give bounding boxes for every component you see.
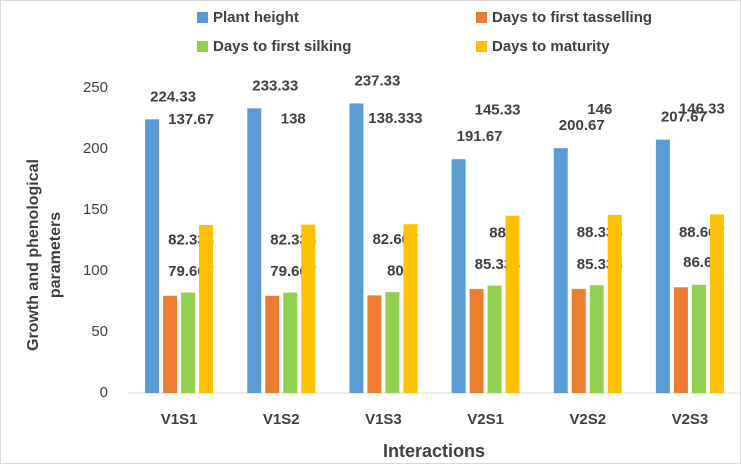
legend-label: Days to maturity (492, 38, 610, 55)
bar (385, 292, 400, 393)
y-axis-title: Growth and phenological (25, 159, 42, 351)
x-tick-label: V2S2 (569, 411, 606, 428)
bar (403, 224, 418, 393)
bar (487, 285, 502, 393)
y-tick-label: 150 (83, 201, 108, 218)
data-label: 138.333 (368, 110, 422, 127)
data-label: 137.67 (168, 111, 214, 128)
y-tick-label: 0 (100, 384, 108, 401)
bar (181, 292, 196, 393)
bar (265, 295, 280, 393)
x-tick-label: V1S3 (365, 411, 402, 428)
data-label: 146.33 (679, 100, 725, 117)
y-tick-label: 50 (91, 323, 108, 340)
legend-swatch (197, 12, 208, 23)
data-label: 224.33 (150, 88, 196, 105)
legend-swatch (476, 12, 487, 23)
bar (145, 119, 160, 394)
legend-label: Days to first tasselling (492, 9, 652, 26)
x-tick-label: V2S1 (467, 411, 504, 428)
data-label: 80 (387, 262, 404, 279)
bar (607, 214, 622, 393)
y-tick-label: 200 (83, 140, 108, 157)
bar (283, 292, 298, 393)
bar (301, 224, 316, 393)
legend-label: Plant height (213, 9, 299, 26)
bar (199, 225, 214, 393)
bar (673, 287, 688, 393)
bar (589, 285, 604, 393)
data-label: 138 (281, 111, 306, 128)
bar (655, 139, 670, 393)
legend-swatch (197, 41, 208, 52)
bar (553, 148, 568, 393)
data-label: 237.33 (354, 72, 400, 89)
bar (247, 108, 262, 393)
bar (571, 288, 586, 393)
data-label: 233.33 (252, 77, 298, 94)
x-tick-label: V2S3 (672, 411, 709, 428)
x-tick-label: V1S2 (263, 411, 300, 428)
data-label: 88 (489, 225, 506, 242)
legend-label: Days to first silking (213, 38, 351, 55)
data-label: 200.67 (559, 117, 605, 134)
bar (349, 103, 364, 393)
x-tick-label: V1S1 (161, 411, 198, 428)
bar (367, 295, 382, 393)
legend-swatch (476, 41, 487, 52)
y-tick-label: 250 (83, 79, 108, 96)
data-label: 145.33 (475, 102, 521, 119)
data-label: 146 (587, 101, 612, 118)
y-tick-label: 100 (83, 262, 108, 279)
data-label: 191.67 (457, 128, 503, 145)
bar (709, 214, 724, 393)
y-axis-title: parameters (47, 212, 64, 298)
data-label: 207.67 (661, 109, 707, 126)
x-axis-title: Interactions (383, 441, 485, 461)
bar (451, 159, 466, 393)
bar (163, 295, 178, 393)
bar (691, 284, 706, 393)
bar (505, 215, 520, 393)
bar (469, 288, 484, 393)
